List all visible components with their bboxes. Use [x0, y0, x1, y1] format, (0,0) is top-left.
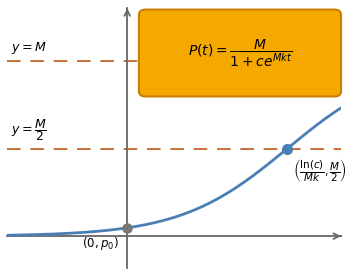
Text: $P(t) = \dfrac{M}{1 + ce^{Mkt}}$: $P(t) = \dfrac{M}{1 + ce^{Mkt}}$: [188, 37, 292, 69]
Text: $y = M$: $y = M$: [11, 40, 47, 55]
Text: $y = \dfrac{M}{2}$: $y = \dfrac{M}{2}$: [11, 117, 47, 143]
Text: $(0, p_0)$: $(0, p_0)$: [82, 235, 119, 252]
Text: $\left(\dfrac{\ln(c)}{Mk}, \dfrac{M}{2}\right)$: $\left(\dfrac{\ln(c)}{Mk}, \dfrac{M}{2}\…: [293, 157, 347, 184]
FancyBboxPatch shape: [139, 10, 341, 97]
